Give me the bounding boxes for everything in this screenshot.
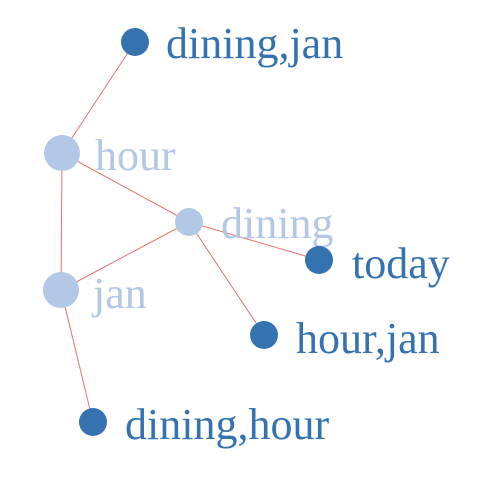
node-label: hour	[95, 131, 176, 180]
node-jan: jan	[43, 269, 147, 318]
edge-hour-jan	[60, 152, 63, 291]
node-marker	[121, 28, 149, 56]
node-today: today	[305, 239, 450, 288]
node-marker	[79, 408, 107, 436]
node-label: jan	[91, 269, 147, 318]
edge-hour-dining	[61, 152, 190, 223]
node-marker	[250, 321, 278, 349]
node-label: today	[352, 239, 450, 288]
node-dining-jan: dining,jan	[121, 19, 343, 68]
node-dining: dining	[175, 199, 333, 248]
edge-dining-hour_jan	[188, 221, 265, 336]
node-hour: hour	[44, 131, 176, 180]
node-marker	[305, 246, 333, 274]
edges-layer	[60, 41, 320, 423]
nodes-layer: dining,jan hour dining today jan hour,jan dini…	[43, 19, 450, 449]
node-marker	[43, 272, 79, 308]
edge-hour-dining_jan	[61, 41, 136, 154]
node-marker	[44, 135, 80, 171]
node-label: hour,jan	[296, 314, 440, 363]
node-hour-jan: hour,jan	[250, 314, 440, 363]
edge-dining-jan	[60, 221, 190, 291]
node-label: dining,jan	[166, 19, 343, 68]
node-dining-hour: dining,hour	[79, 400, 329, 449]
node-label: dining,hour	[125, 400, 329, 449]
node-marker	[175, 208, 203, 236]
node-label: dining	[221, 199, 333, 248]
edge-jan-dining_hour	[60, 289, 94, 423]
edge-dining-today	[188, 221, 320, 261]
